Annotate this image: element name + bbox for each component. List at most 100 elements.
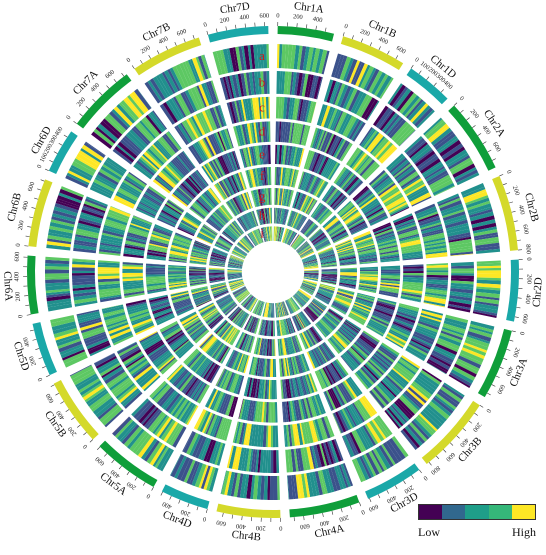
tick-label: 600 — [216, 518, 227, 527]
tick-label: 600 — [45, 392, 56, 404]
tick-mark — [316, 26, 317, 30]
tick-mark — [184, 38, 185, 42]
tick-label: 400 — [53, 126, 64, 138]
heatmap-cell — [274, 359, 276, 377]
heatmap-cell — [189, 271, 206, 272]
tick-label: 200 — [338, 513, 349, 522]
tick-mark — [369, 498, 371, 502]
heatmap-cell — [45, 269, 69, 273]
heatmap-cell — [122, 270, 142, 273]
heatmap-cell — [322, 272, 338, 273]
tick-mark — [487, 393, 490, 395]
tick-mark — [51, 385, 55, 387]
tick-label: 600 — [521, 224, 530, 235]
tick-mark — [46, 375, 50, 377]
tick-label: 400 — [517, 204, 526, 215]
tick-mark — [140, 60, 142, 63]
chromosome-band — [278, 26, 334, 41]
tick-label: 800 — [524, 244, 532, 254]
tick-mark — [33, 339, 37, 340]
tick-mark — [34, 198, 38, 199]
chromosome-label: Chr6A — [1, 271, 15, 302]
tick-label: 400 — [239, 14, 249, 22]
tick-label: 600 — [176, 28, 188, 38]
tick-mark — [27, 315, 31, 316]
tick-label: 0 — [458, 95, 465, 102]
tick-mark — [45, 169, 49, 171]
tick-mark — [306, 24, 307, 28]
tick-label: 0 — [360, 508, 366, 516]
tick-label: 200 — [17, 220, 26, 231]
tick-label: 200 — [511, 347, 521, 358]
tick-mark — [122, 73, 124, 76]
tick-mark — [135, 477, 137, 480]
heatmap-cell — [427, 270, 449, 272]
tick-label: 0 — [203, 21, 208, 29]
tick-mark — [55, 393, 58, 395]
tick-mark — [143, 482, 145, 485]
heatmap-cell — [276, 450, 279, 473]
heatmap-cell — [275, 402, 278, 422]
heatmap-cell — [273, 359, 274, 377]
tick-mark — [207, 31, 208, 35]
legend-swatch — [465, 505, 488, 519]
tick-mark — [77, 425, 80, 427]
tick-mark — [188, 503, 189, 507]
tick-label: 0 — [36, 164, 44, 170]
heatmap-cell — [273, 476, 277, 500]
tick-mark — [193, 35, 194, 39]
chromosome-band — [208, 26, 269, 42]
tick-label: 0 — [202, 515, 207, 523]
tick-mark — [54, 152, 58, 154]
tick-mark — [27, 226, 31, 227]
tick-label: 0 — [279, 524, 282, 531]
tick-mark — [80, 114, 83, 117]
tick-mark — [25, 305, 29, 306]
tick-mark — [352, 35, 353, 39]
heatmap-cell — [45, 266, 69, 270]
tick-label: 0 — [125, 57, 132, 65]
chromosome-band — [216, 504, 280, 518]
tick-mark — [483, 142, 486, 144]
tick-mark — [411, 475, 413, 478]
heatmap-cell — [98, 269, 120, 272]
track-letter: g — [259, 188, 266, 203]
tick-label: 600 — [94, 455, 106, 467]
tick-label: 0 — [505, 169, 513, 175]
legend-swatch — [442, 505, 465, 519]
tick-label: 200 — [293, 13, 303, 21]
tick-label: 600 — [14, 252, 22, 262]
heatmap-cell — [98, 272, 120, 274]
legend-swatch — [419, 505, 442, 519]
tick-label: 600 — [395, 45, 407, 56]
heatmap-cell — [168, 271, 186, 272]
tick-label: 600 — [495, 383, 506, 395]
tick-mark — [450, 443, 453, 446]
heatmap-cell — [360, 271, 378, 272]
tick-mark — [396, 55, 398, 58]
tick-mark — [106, 86, 109, 89]
tick-mark — [469, 421, 472, 423]
tick-label: 0 — [422, 474, 429, 482]
tick-mark — [517, 240, 521, 241]
tick-label: 200 — [511, 185, 521, 196]
tick-mark — [503, 358, 507, 359]
tick-mark — [170, 496, 172, 500]
tick-mark — [509, 340, 513, 341]
tick-mark — [492, 159, 496, 161]
heatmap-cell — [381, 272, 400, 274]
heatmap-cell — [477, 274, 501, 278]
tick-mark — [26, 236, 30, 237]
heatmap-cell — [451, 273, 474, 276]
tick-mark — [370, 42, 372, 46]
heatmap-cell — [271, 450, 274, 473]
tick-mark — [30, 330, 34, 331]
tick-mark — [37, 189, 41, 190]
tick-mark — [66, 410, 69, 412]
tick-mark — [332, 511, 333, 515]
track-letter: h — [259, 208, 266, 223]
tick-mark — [441, 89, 444, 92]
tick-mark — [242, 516, 243, 520]
heatmap-cell — [451, 262, 474, 266]
